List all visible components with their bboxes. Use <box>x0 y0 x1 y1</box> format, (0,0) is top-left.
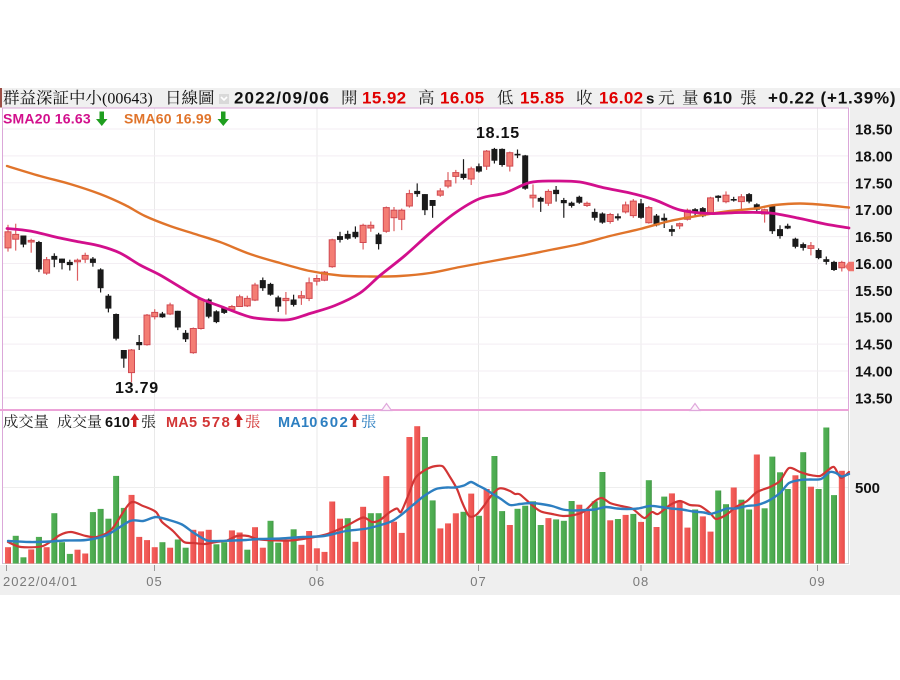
svg-text:s: s <box>646 91 654 108</box>
svg-text:SMA20 16.63: SMA20 16.63 <box>3 111 91 127</box>
svg-text:2022/09/06: 2022/09/06 <box>234 89 330 108</box>
svg-text:2022/04/01: 2022/04/01 <box>3 574 78 589</box>
svg-text:09: 09 <box>809 574 825 589</box>
svg-text:15.92: 15.92 <box>362 89 407 108</box>
svg-text:+0.22 (+1.39%): +0.22 (+1.39%) <box>768 89 896 108</box>
svg-text:MA10: MA10 <box>278 415 317 431</box>
svg-text:18.00: 18.00 <box>855 148 893 165</box>
svg-text:06: 06 <box>309 574 325 589</box>
svg-text:17.50: 17.50 <box>855 175 893 192</box>
svg-text:05: 05 <box>146 574 162 589</box>
svg-text:17.00: 17.00 <box>855 202 893 219</box>
svg-text:07: 07 <box>470 574 486 589</box>
svg-text:MA5: MA5 <box>166 415 197 431</box>
svg-text:610: 610 <box>105 415 130 431</box>
svg-text:15.00: 15.00 <box>855 310 893 327</box>
svg-text:16.02: 16.02 <box>599 89 644 108</box>
svg-text:18.50: 18.50 <box>855 122 893 139</box>
svg-text:610: 610 <box>703 89 733 108</box>
svg-text:18.15: 18.15 <box>476 125 520 142</box>
svg-text:14.50: 14.50 <box>855 337 893 354</box>
svg-text:08: 08 <box>633 574 649 589</box>
svg-text:15.50: 15.50 <box>855 283 893 300</box>
svg-text:602: 602 <box>320 414 349 431</box>
svg-text:14.00: 14.00 <box>855 364 893 381</box>
svg-text:13.79: 13.79 <box>115 380 159 397</box>
svg-text:13.50: 13.50 <box>855 390 893 407</box>
svg-text:(00643): (00643) <box>102 91 153 108</box>
svg-text:16.50: 16.50 <box>855 229 893 246</box>
svg-text:16.00: 16.00 <box>855 256 893 273</box>
svg-text:16.05: 16.05 <box>440 89 485 108</box>
svg-text:15.85: 15.85 <box>520 89 565 108</box>
svg-text:578: 578 <box>202 414 231 431</box>
svg-text:SMA60 16.99: SMA60 16.99 <box>124 111 212 127</box>
svg-text:500: 500 <box>855 480 880 497</box>
